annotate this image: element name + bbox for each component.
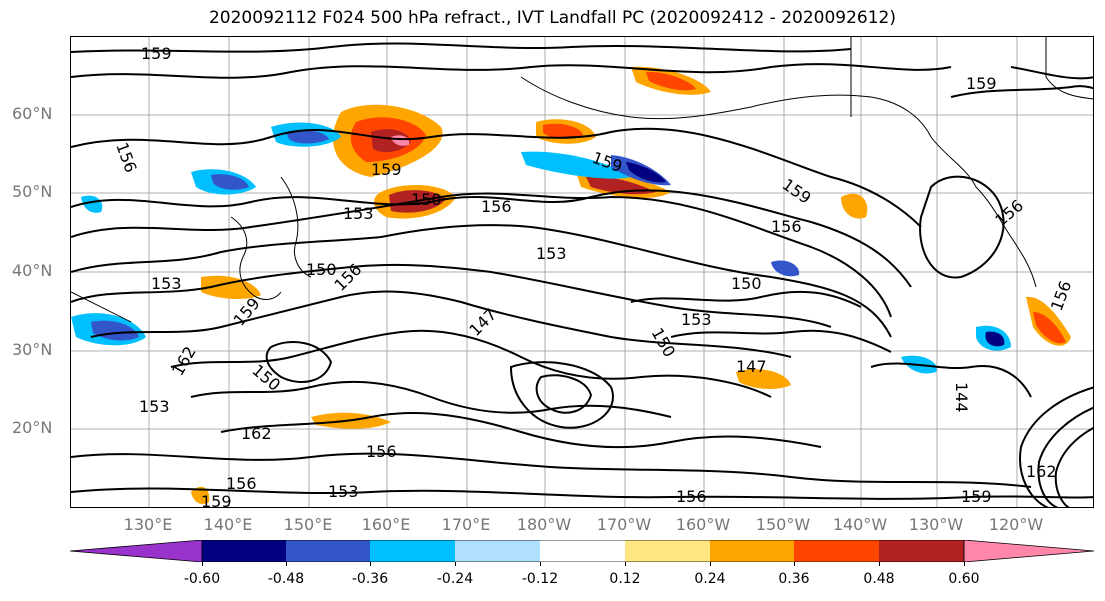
- colorbar-bin: [455, 540, 540, 562]
- contour-label: 153: [328, 482, 359, 501]
- lon-label-170e: 170°E: [441, 515, 491, 534]
- colorbar-tick-label: -0.60: [183, 571, 221, 587]
- lon-label-140e: 140°E: [203, 515, 253, 534]
- contour-label: 150: [411, 190, 442, 209]
- lon-label-130w: 130°W: [908, 515, 964, 534]
- colorbar-tick-label: 0.36: [778, 571, 810, 587]
- colorbar-tick-label: 0.48: [863, 571, 895, 587]
- contour-label: 156: [226, 474, 257, 493]
- contour-label: 159: [201, 492, 232, 508]
- colorbar-tick-label: -0.12: [521, 571, 559, 587]
- contour-label: 162: [1026, 462, 1057, 481]
- graticule: [71, 37, 1093, 507]
- contour-label: 159: [966, 74, 997, 93]
- contour-label: 156: [771, 217, 802, 236]
- contour-label: 156: [1047, 278, 1075, 313]
- contour-label: 144: [952, 382, 971, 413]
- lat-label-50n: 50°N: [12, 182, 53, 201]
- contour-label: 159: [141, 44, 172, 63]
- contour-label: 156: [112, 140, 140, 175]
- contour-label: 147: [736, 357, 767, 376]
- height-contours: [71, 42, 1093, 507]
- contour-label: 159: [371, 160, 402, 179]
- contour-label: 150: [306, 260, 337, 279]
- contour-label: 153: [536, 244, 567, 263]
- colorbar-extend-max: [963, 540, 1094, 562]
- map-canvas: 159 156 159 159 150 153 156 150 153 153 …: [71, 37, 1093, 508]
- contour-label: 156: [991, 196, 1027, 230]
- lat-label-20n: 20°N: [12, 418, 53, 437]
- contour-label: 162: [941, 37, 972, 41]
- colorbar-bin: [202, 540, 286, 562]
- colorbar-bin: [540, 540, 625, 562]
- colorbar-tick-label: 0.60: [948, 571, 980, 587]
- colorbar-bin: [370, 540, 455, 562]
- colorbar-bin: [710, 540, 794, 562]
- lon-label-160e: 160°E: [361, 515, 411, 534]
- lon-label-130e: 130°E: [123, 515, 173, 534]
- lon-label-150e: 150°E: [283, 515, 333, 534]
- contour-label: 153: [139, 397, 170, 416]
- lon-label-160w: 160°W: [675, 515, 731, 534]
- colorbar-tick-label: -0.24: [436, 571, 474, 587]
- colorbar-extend-min: [70, 540, 203, 562]
- lon-label-120w: 120°W: [988, 515, 1044, 534]
- lon-label-140w: 140°W: [832, 515, 888, 534]
- colorbar-bin: [625, 540, 710, 562]
- contour-label: 147: [465, 305, 500, 340]
- contour-label: 156: [366, 442, 397, 461]
- contour-label: 153: [343, 204, 374, 223]
- colorbar-bin: [879, 540, 964, 562]
- contour-label: 162: [241, 424, 272, 443]
- map-title: 2020092112 F024 500 hPa refract., IVT La…: [208, 8, 896, 28]
- colorbar-bin: [286, 540, 370, 562]
- colorbar-tick-label: -0.36: [351, 571, 389, 587]
- contour-label: 156: [676, 487, 707, 506]
- contour-label: 159: [961, 487, 992, 506]
- contour-label: 156: [481, 197, 512, 216]
- contour-labels: 159 156 159 159 150 153 156 150 153 153 …: [112, 37, 1075, 508]
- map-panel: 159 156 159 159 150 153 156 150 153 153 …: [70, 36, 1094, 508]
- anomaly-fills: [71, 66, 1071, 504]
- colorbar-tick-label: 0.12: [609, 571, 641, 587]
- lat-label-60n: 60°N: [12, 104, 53, 123]
- colorbar-tick-label: -0.48: [267, 571, 305, 587]
- lon-label-150w: 150°W: [755, 515, 811, 534]
- contour-label: 150: [248, 361, 284, 395]
- colorbar: [70, 540, 1094, 562]
- colorbar-tick-label: 0.24: [694, 571, 726, 587]
- lon-label-180w: 180°W: [516, 515, 572, 534]
- coastlines: [71, 37, 1093, 323]
- colorbar-bin: [794, 540, 879, 562]
- contour-label: 150: [731, 274, 762, 293]
- contour-label: 162: [168, 343, 200, 379]
- contour-label: 153: [681, 310, 712, 329]
- lat-label-30n: 30°N: [12, 340, 53, 359]
- lon-label-170w: 170°W: [596, 515, 652, 534]
- contour-label: 153: [151, 274, 182, 293]
- lat-label-40n: 40°N: [12, 261, 53, 280]
